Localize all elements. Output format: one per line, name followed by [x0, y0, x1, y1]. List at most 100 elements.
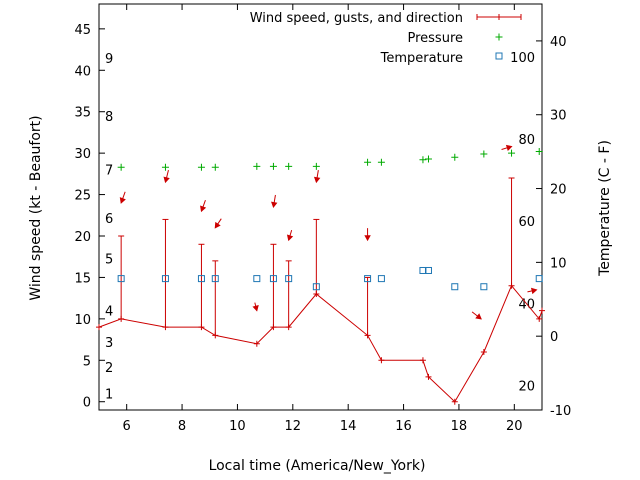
- wind-speed-point: [313, 291, 320, 297]
- wind-speed-point: [378, 357, 385, 364]
- pressure-point: [117, 163, 125, 171]
- legend-label-wind: Wind speed, gusts, and direction: [250, 11, 463, 26]
- beaufort-label: 1: [105, 387, 113, 402]
- plot-border: [98, 3, 543, 411]
- fahrenheit-label: 20: [518, 380, 535, 395]
- x-tick-label: 20: [506, 419, 523, 434]
- y-left-tick-label: 30: [74, 147, 91, 162]
- temperature-point: [364, 275, 372, 283]
- temperature-point: [451, 283, 459, 291]
- legend-swatch-wind-marker: [496, 14, 502, 20]
- wind-speed-point: [451, 398, 458, 405]
- pressure-point: [211, 163, 219, 171]
- y-left-tick-label: 40: [74, 64, 91, 79]
- y-left-tick-label: 25: [74, 189, 91, 204]
- pressure-point: [161, 163, 169, 171]
- wind-speed-point: [364, 332, 371, 339]
- wind-speed-point: [536, 315, 543, 322]
- wind-speed-point: [162, 324, 169, 331]
- beaufort-label: 3: [105, 336, 113, 351]
- pressure-point: [451, 153, 459, 161]
- wind-direction-arrowhead: [214, 221, 221, 229]
- y-right-tick-label: 10: [550, 256, 567, 271]
- x-tick-label: 18: [451, 419, 468, 434]
- y-right-tick-label: 20: [550, 183, 567, 198]
- pressure-point: [269, 162, 277, 170]
- legend-swatch-pressure: [495, 33, 503, 41]
- wind-speed-point: [539, 307, 545, 314]
- x-tick-label: 6: [123, 419, 131, 434]
- pressure-point: [424, 155, 432, 163]
- temperature-point: [480, 283, 488, 291]
- temperature-point: [211, 275, 219, 283]
- legend-label-pressure: Pressure: [407, 31, 463, 46]
- wind-direction-arrowhead: [252, 305, 259, 312]
- y-right-tick-label: 30: [550, 109, 567, 124]
- y-axis-label-left: Wind speed (kt - Beaufort): [28, 115, 44, 300]
- fahrenheit-label: 60: [518, 215, 535, 230]
- temperature-point: [377, 275, 385, 283]
- x-tick-label: 10: [229, 419, 246, 434]
- wind-direction-arrowhead: [286, 234, 294, 242]
- wind-speed-point: [118, 315, 125, 322]
- wind-direction-arrowhead: [530, 287, 538, 295]
- plot-frame: [98, 3, 543, 411]
- wind-direction-arrowhead: [119, 197, 126, 204]
- pressure-point: [364, 158, 372, 166]
- pressure-point: [535, 147, 543, 155]
- wind-speed-point: [212, 332, 219, 339]
- temperature-point: [424, 266, 432, 274]
- pressure-point: [508, 149, 516, 157]
- beaufort-label: 5: [105, 252, 113, 267]
- x-tick-label: 14: [340, 419, 357, 434]
- beaufort-label: 8: [105, 110, 113, 125]
- y-left-tick-label: 10: [74, 313, 91, 328]
- beaufort-label: 7: [105, 164, 113, 179]
- tick-labels: 6 8 10 12 14 16 18 20051015202530354045-1001020…: [74, 23, 571, 434]
- beaufort-label: 6: [105, 212, 113, 227]
- beaufort-label: 2: [105, 361, 113, 376]
- temperature-point: [161, 275, 169, 283]
- wind-speed-point: [508, 282, 515, 289]
- wind-direction-arrowhead: [313, 176, 321, 184]
- x-axis-label: Local time (America/New_York): [209, 458, 426, 474]
- x-tick-label: 8: [178, 419, 186, 434]
- wind-direction-arrowhead: [505, 144, 513, 152]
- y-left-tick-label: 15: [74, 271, 91, 286]
- y-left-tick-label: 0: [83, 396, 91, 411]
- x-tick-label: 12: [285, 419, 302, 434]
- beaufort-label: 9: [105, 52, 113, 67]
- wind-speed-point: [270, 324, 277, 331]
- fahrenheit-label: 100: [510, 51, 535, 66]
- pressure-point: [480, 150, 488, 158]
- wind-speed-point: [198, 324, 205, 331]
- pressure-point: [377, 158, 385, 166]
- y-left-tick-label: 5: [83, 354, 91, 369]
- y-right-tick-label: 0: [550, 330, 558, 345]
- y-right-tick-label: -10: [550, 404, 571, 419]
- wind-speed-point: [285, 324, 292, 331]
- y-left-tick-label: 20: [74, 230, 91, 245]
- legend-label-temperature: Temperature: [380, 51, 463, 66]
- y-left-tick-label: 35: [74, 106, 91, 121]
- wind-speed-point: [419, 357, 426, 364]
- wind-direction-arrowhead: [163, 176, 170, 184]
- wind-direction-arrowhead: [475, 313, 482, 320]
- x-tick-label: 16: [395, 419, 412, 434]
- wind-direction-arrowhead: [271, 201, 278, 209]
- y-axis-label-right: Temperature (C - F): [597, 140, 613, 277]
- legend-swatch-temperature: [495, 52, 503, 60]
- beaufort-label: 4: [105, 305, 113, 320]
- pressure-point: [285, 162, 293, 170]
- wind-speed-point: [253, 340, 260, 347]
- wind-speed-point: [480, 349, 487, 355]
- wind-speed-point: [96, 324, 102, 331]
- temperature-point: [535, 275, 543, 283]
- temperature-point: [197, 275, 205, 283]
- pressure-point: [419, 156, 427, 164]
- wind-direction-arrowhead: [364, 235, 371, 242]
- temperature-point: [285, 275, 293, 283]
- pressure-point: [312, 162, 320, 170]
- pressure-point: [253, 162, 261, 170]
